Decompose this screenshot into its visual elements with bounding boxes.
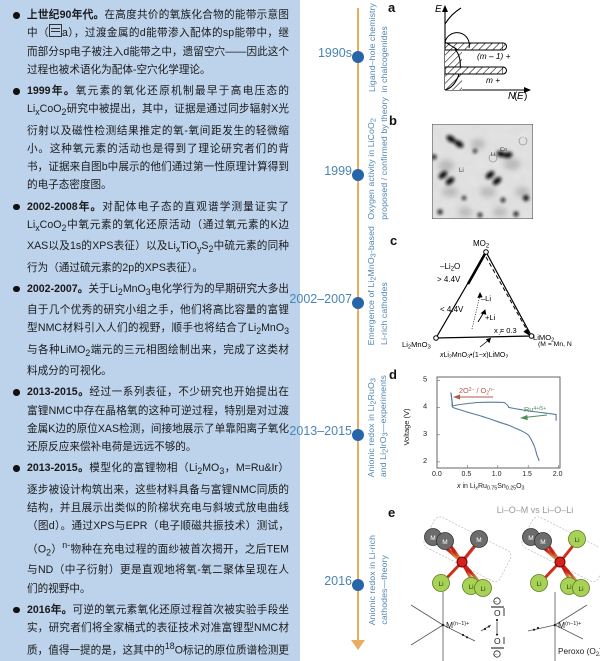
svg-text:(M = Mn, Ni, Co): (M = Mn, Ni, Co) (538, 341, 572, 348)
svg-text:Li2MnO3: Li2MnO3 (402, 340, 431, 351)
svg-text:1.5: 1.5 (522, 471, 532, 478)
svg-text:Li: Li (566, 584, 571, 591)
svg-text:): ) (524, 91, 527, 102)
svg-text:Li: Li (468, 584, 473, 591)
svg-text:+Li: +Li (485, 313, 496, 322)
svg-text:Li: Li (438, 581, 443, 588)
svg-text:Voltage (V): Voltage (V) (402, 408, 411, 446)
svg-text:O: O (494, 608, 501, 618)
svg-text:0.0: 0.0 (432, 471, 442, 478)
svg-text:Li: Li (574, 537, 579, 544)
svg-text:O: O (521, 134, 526, 140)
svg-text:Co: Co (500, 147, 507, 153)
svg-text:Li: Li (480, 586, 485, 593)
svg-text:Li: Li (536, 581, 541, 588)
svg-text:Li: Li (491, 152, 495, 158)
svg-text:−: − (494, 652, 497, 658)
svg-text:2.0: 2.0 (553, 471, 563, 478)
svg-text:M: M (540, 539, 545, 546)
svg-text:−: − (494, 599, 497, 605)
svg-text:m +: m + (486, 75, 500, 85)
svg-text:E: E (517, 91, 524, 102)
svg-text:–Li: –Li (481, 294, 491, 303)
svg-text:MO2: MO2 (473, 239, 490, 250)
svg-text:xLi2MnO3•(1−x)LiMO2: xLi2MnO3•(1−x)LiMO2 (439, 352, 508, 358)
svg-text:4: 4 (423, 402, 427, 411)
svg-text:–Li2O: –Li2O (440, 262, 460, 273)
svg-text:Li: Li (578, 586, 583, 593)
svg-text:0.5: 0.5 (462, 471, 472, 478)
svg-text:(m – 1) +: (m – 1) + (477, 51, 511, 61)
svg-text:M: M (528, 535, 533, 542)
svg-text:Peroxo (O2)2−: Peroxo (O2)2− (558, 646, 600, 658)
svg-text:< 4.4V: < 4.4V (440, 305, 464, 314)
svg-text:M: M (442, 539, 447, 546)
svg-text:O: O (494, 636, 501, 646)
svg-text:2: 2 (423, 456, 427, 465)
svg-text:E: E (435, 4, 442, 15)
svg-text:M: M (476, 537, 481, 544)
svg-text:2O2− / O2n−: 2O2− / O2n− (459, 386, 495, 397)
svg-text:> 4.4V: > 4.4V (437, 275, 461, 284)
svg-text:M: M (430, 535, 435, 542)
svg-text:5: 5 (423, 375, 427, 384)
svg-text:Li: Li (459, 168, 464, 174)
svg-text:x = 0.3: x = 0.3 (494, 326, 517, 335)
svg-text:3: 3 (423, 429, 427, 438)
svg-text:M(n−1)+: M(n−1)+ (446, 620, 469, 630)
svg-text:1.0: 1.0 (492, 471, 502, 478)
